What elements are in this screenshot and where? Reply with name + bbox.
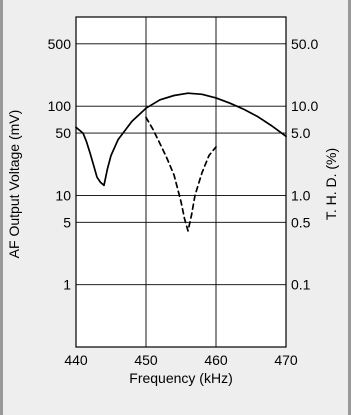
y-left-tick-label: 100 <box>48 98 72 114</box>
y-left-tick-label: 5 <box>63 214 71 230</box>
plot-area <box>75 16 287 348</box>
af-output-series-line <box>75 92 287 187</box>
thd-series-line <box>145 116 217 232</box>
x-tick-label: 460 <box>204 352 228 368</box>
y-left-tick-label: 500 <box>48 36 72 52</box>
y-right-tick-label: 50.0 <box>291 36 318 52</box>
y-right-tick-label: 0.5 <box>291 214 311 230</box>
y-right-tick-label: 10.0 <box>291 98 318 114</box>
x-tick-label: 470 <box>274 352 298 368</box>
x-tick-label: 450 <box>134 352 158 368</box>
y-left-tick-label: 10 <box>55 187 71 203</box>
y-right-tick-label: 5.0 <box>291 125 311 141</box>
y-left-tick-label: 50 <box>55 125 71 141</box>
line-chart: 440 450 460 470 500 100 50 10 5 1 50.0 10.0 5.0 1.0 0.… <box>6 16 339 386</box>
y-left-tick-label: 1 <box>63 277 71 293</box>
x-tick-label: 440 <box>64 352 88 368</box>
x-axis-title: Frequency (kHz) <box>129 370 232 386</box>
y-axis-left-title: AF Output Voltage (mV) <box>6 110 22 259</box>
y-right-tick-label: 1.0 <box>291 187 311 203</box>
y-axis-right-title: T. H. D. (%) <box>323 148 339 220</box>
y-right-tick-label: 0.1 <box>291 277 311 293</box>
